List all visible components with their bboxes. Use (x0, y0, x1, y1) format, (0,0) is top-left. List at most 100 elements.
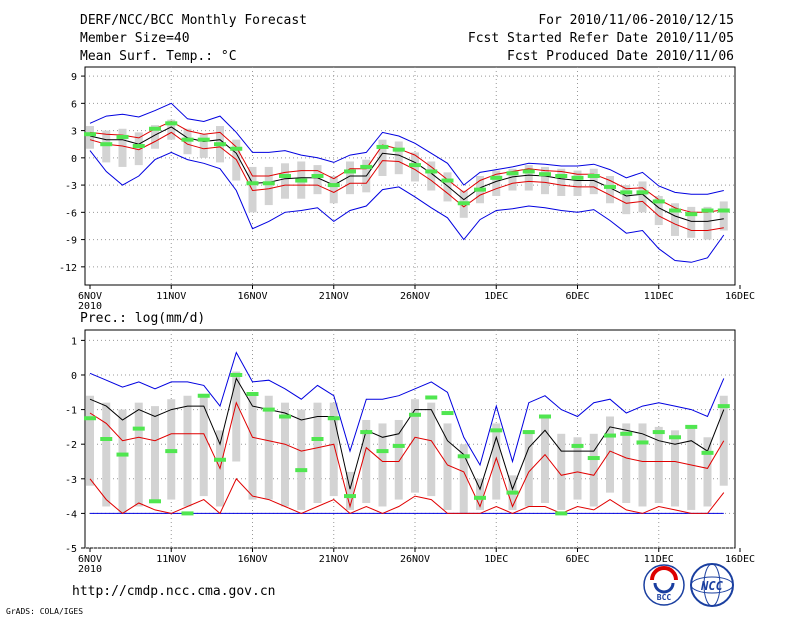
ensemble-box (362, 419, 371, 504)
observed-marker (214, 142, 226, 147)
observed-marker (132, 426, 145, 431)
ensemble-box (557, 433, 566, 510)
upper-extreme-line (89, 102, 724, 195)
x-tick-label: 11NOV (156, 291, 186, 302)
ensemble-box (86, 395, 94, 486)
observed-marker (636, 440, 649, 445)
x-tick-label: 16NOV (237, 291, 267, 302)
x-year-label: 2010 (78, 301, 102, 312)
observed-marker (392, 443, 405, 448)
observed-marker (262, 407, 275, 412)
observed-marker (555, 174, 568, 178)
ensemble-box (703, 206, 712, 240)
ensemble-box (232, 371, 241, 462)
ensemble-box (492, 423, 501, 500)
ensemble-box (378, 423, 387, 507)
upper-extreme-line (89, 351, 725, 467)
ensemble-box (378, 139, 387, 176)
observed-marker (604, 184, 616, 189)
observed-marker (295, 178, 308, 183)
x-tick-label: 6DEC (565, 291, 589, 302)
source-url[interactable]: http://cmdp.ncc.cma.gov.cn (72, 584, 276, 599)
x-tick-label: 16DEC (725, 291, 755, 302)
ensemble-box (151, 406, 159, 500)
observed-marker (522, 430, 535, 435)
y-tick-label: -12 (59, 263, 77, 274)
plot-frame (84, 66, 736, 286)
x-tick-label: 11DEC (644, 554, 674, 565)
observed-marker (116, 134, 129, 139)
observed-marker (506, 490, 519, 495)
observed-marker (474, 187, 486, 192)
x-tick-label: 6NOV (78, 291, 102, 302)
lower-extreme-line (89, 150, 725, 263)
x-tick-label: 16NOV (237, 554, 267, 565)
ensemble-box (687, 426, 696, 510)
observed-marker (100, 437, 113, 441)
observed-marker (539, 414, 551, 419)
observed-marker (100, 142, 113, 147)
ensemble-mean-line (89, 126, 724, 222)
ncc-logo-text: NCC (700, 579, 723, 593)
observed-marker (246, 392, 259, 397)
observed-marker (84, 416, 96, 421)
precip-panel-title: Prec.: log(mm/d) (80, 311, 205, 326)
ensemble-box (654, 195, 663, 226)
observed-marker (717, 208, 730, 213)
ensemble-box (492, 170, 501, 196)
figure-title: DERF/NCC/BCC Monthly Forecast (80, 13, 307, 28)
ensemble-box (606, 176, 614, 204)
y-tick-label: -9 (65, 236, 77, 247)
x-tick-label: 16DEC (725, 554, 755, 565)
ensemble-box (411, 399, 419, 493)
observed-marker (457, 454, 470, 459)
ensemble-box (573, 170, 582, 196)
ensemble-box (557, 168, 566, 196)
temp-panel-title: Mean Surf. Temp.: °C (80, 49, 237, 64)
y-tick-label: 0 (71, 154, 77, 165)
y-tick-label: 1 (71, 336, 77, 347)
bcc-logo-text: BCC (657, 593, 672, 602)
observed-marker (197, 393, 210, 398)
ensemble-box (589, 433, 598, 507)
observed-marker (132, 144, 145, 149)
ensemble-box (394, 419, 403, 500)
observed-marker (425, 169, 438, 174)
observed-marker (669, 208, 681, 213)
ensemble-box (297, 409, 306, 510)
ensemble-box (264, 395, 273, 500)
x-tick-label: 1DEC (484, 554, 508, 565)
observed-marker (652, 199, 665, 204)
ensemble-box (151, 125, 159, 149)
x-tick-label: 6NOV (78, 554, 102, 565)
x-tick-label: 21NOV (319, 554, 349, 565)
x-tick-label: 1DEC (484, 291, 508, 302)
ensemble-box (346, 471, 354, 510)
ensemble-box (671, 203, 679, 236)
observed-marker (685, 424, 698, 429)
observed-marker (425, 395, 438, 400)
forecast-start-date: Fcst Started Refer Date 2010/11/05 (468, 31, 734, 46)
ensemble-box (134, 402, 143, 507)
ensemble-box (606, 416, 614, 493)
ensemble-box (134, 132, 143, 166)
observed-marker (149, 126, 161, 131)
ensemble-box (524, 165, 533, 191)
y-tick-label: 0 (71, 371, 77, 382)
temperature-panel: 9 6 3 0 -3 -6 -9 -12 6NOV 11NOV 16NOV 21NOV 26NOV 1DE… (59, 66, 755, 312)
ensemble-box (427, 402, 436, 497)
ensemble-box (281, 402, 289, 507)
y-tick-label: 6 (71, 99, 77, 110)
ensemble-box (524, 430, 533, 507)
observed-marker (279, 174, 291, 178)
ncc-logo: NCC (690, 563, 734, 607)
forecast-period: For 2010/11/06-2010/12/15 (538, 13, 734, 28)
observed-marker (165, 121, 178, 126)
observed-marker (327, 416, 340, 421)
y-tick-label: -3 (65, 181, 77, 192)
observed-marker (522, 169, 535, 174)
x-tick-label: 11DEC (644, 291, 674, 302)
observed-marker (360, 430, 373, 435)
